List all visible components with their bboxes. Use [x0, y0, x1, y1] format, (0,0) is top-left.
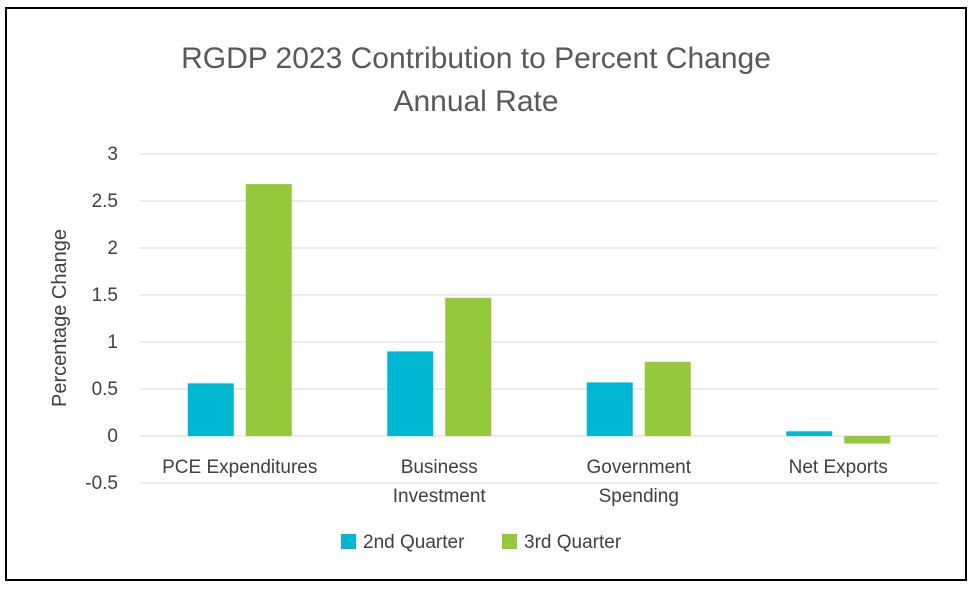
category-label: Spending — [599, 486, 679, 507]
bar-q3 — [844, 436, 891, 444]
bar-q2 — [387, 351, 434, 436]
x-axis-categories: PCE Expenditures Business Investment Govern… — [162, 457, 888, 507]
bar-q3 — [445, 297, 492, 436]
bar-q3 — [245, 184, 292, 436]
bar-q2 — [786, 431, 833, 436]
bar-q2 — [187, 383, 234, 436]
bar-q3 — [644, 361, 691, 436]
category-label: PCE Expenditures — [162, 457, 317, 478]
y-tick-label: 2 — [107, 238, 118, 259]
legend-label: 2nd Quarter — [363, 532, 465, 553]
legend-swatch — [502, 534, 517, 549]
chart-frame — [5, 7, 967, 581]
y-tick-label: 0 — [107, 426, 118, 447]
category-label: Net Exports — [789, 457, 888, 478]
y-tick-label: 2.5 — [92, 191, 118, 212]
legend: 2nd Quarter 3rd Quarter — [341, 532, 622, 553]
y-tick-label: -0.5 — [85, 473, 118, 494]
bar-q2 — [586, 382, 633, 436]
y-axis-ticks: -0.5 0 0.5 1 1.5 2 2.5 3 — [85, 144, 118, 494]
category-label: Business — [401, 457, 478, 478]
y-tick-label: 3 — [107, 144, 118, 165]
category-label: Government — [586, 457, 691, 478]
y-tick-label: 0.5 — [92, 379, 118, 400]
y-tick-label: 1.5 — [92, 285, 118, 306]
bars — [187, 184, 891, 444]
chart-title: RGDP 2023 Contribution to Percent Change — [181, 42, 771, 75]
legend-swatch — [341, 534, 356, 549]
y-tick-label: 1 — [107, 332, 118, 353]
chart-subtitle: Annual Rate — [393, 85, 558, 118]
category-label: Investment — [393, 486, 487, 507]
y-axis-title: Percentage Change — [49, 229, 71, 407]
legend-label: 3rd Quarter — [524, 532, 622, 553]
